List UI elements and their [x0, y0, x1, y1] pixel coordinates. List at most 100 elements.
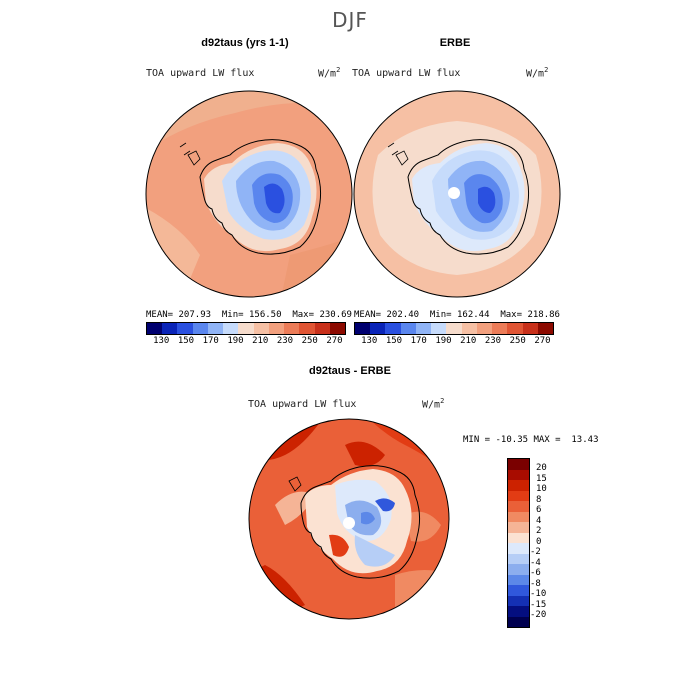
panel3-map-border [248, 418, 450, 620]
panel3-colorbar-swatch [508, 574, 529, 585]
panel1-colorbar-tick: 270 [326, 336, 343, 346]
panel1-colorbar-tick: 150 [177, 336, 195, 346]
panel2-colorbar-swatch [492, 323, 508, 334]
panel3-colorbar-swatch [508, 553, 529, 564]
panel1-map [145, 90, 353, 298]
panel3-stats: MIN = -10.35 MAX = 13.43 [463, 435, 599, 445]
panel2-colorbar [354, 322, 554, 335]
panel2-variable-label: TOA upward LW flux [352, 68, 461, 79]
panel1-colorbar-tick: 250 [301, 336, 318, 346]
panel3-colorbar-swatch [508, 511, 529, 522]
panel3-colorbar-tick: 4 [536, 515, 542, 526]
figure-title: DJF [332, 8, 368, 32]
panel3-colorbar-tick: 0 [536, 536, 542, 547]
panel3-colorbar-tick: 6 [536, 505, 542, 515]
panel3-title: d92taus - ERBE [309, 365, 391, 377]
panel3-colorbar-tick: -8 [530, 578, 541, 589]
panel1-colorbar [146, 322, 346, 335]
panel2-units: W/m2 [526, 66, 549, 80]
panel3-colorbar-swatch [508, 564, 529, 575]
panel3-colorbar-swatch [508, 459, 529, 470]
panel3-variable-label: TOA upward LW flux [248, 399, 357, 410]
panel3-coastline [300, 465, 421, 579]
panel3-colorbar-swatch [508, 490, 529, 501]
panel3-map [248, 418, 450, 620]
panel1-colorbar-ticks: 130 150 170 190 210 230 250 270 [146, 336, 344, 348]
panel3-units: W/m2 [422, 397, 445, 411]
panel3-colorbar-tick: -15 [530, 599, 547, 610]
panel2-colorbar-tick: 210 [460, 336, 477, 346]
panel3-colorbar-swatch [508, 606, 529, 617]
panel2-colorbar-tick: 170 [410, 336, 427, 346]
panel2-colorbar-swatch [400, 323, 416, 334]
panel1-colorbar-swatch [299, 323, 315, 334]
panel3-colorbar-swatch [508, 616, 529, 627]
panel3-colorbar-tick: 2 [536, 526, 542, 536]
panel1-stats: MEAN= 207.93 Min= 156.50 Max= 230.69 [146, 310, 352, 320]
panel2-colorbar-tick: 190 [435, 336, 452, 346]
panel1-colorbar-swatch [192, 323, 208, 334]
panel1-title: d92taus (yrs 1-1) [201, 37, 289, 49]
panel2-map [353, 90, 561, 298]
panel2-colorbar-swatch [476, 323, 493, 334]
panel1-colorbar-swatch [314, 323, 330, 334]
panel2-colorbar-swatch [415, 323, 432, 334]
panel3-colorbar-swatch [508, 522, 529, 533]
panel3-colorbar-swatch [508, 469, 529, 480]
panel3-colorbar [507, 458, 530, 628]
panel2-colorbar-tick: 250 [509, 336, 526, 346]
panel2-missing-data-dot [448, 187, 460, 199]
panel1-colorbar-swatch [147, 323, 163, 334]
panel1-colorbar-swatch [177, 323, 193, 334]
panel1-colorbar-swatch [253, 323, 269, 334]
panel2-stats: MEAN= 202.40 Min= 162.44 Max= 218.86 [354, 310, 560, 320]
panel1-colorbar-swatch [238, 323, 254, 334]
panel2-colorbar-swatch [537, 323, 554, 334]
panel3-colorbar-tick: 20 [536, 463, 547, 473]
panel3-colorbar-tick: -10 [530, 589, 547, 599]
panel3-colorbar-tick: -20 [530, 610, 547, 620]
panel3-colorbar-swatch [508, 532, 529, 543]
panel1-colorbar-swatch [162, 323, 178, 334]
panel1-colorbar-tick: 130 [153, 336, 170, 346]
panel1-colorbar-swatch [207, 323, 224, 334]
panel1-colorbar-tick: 170 [202, 336, 219, 346]
panel2-colorbar-swatch [461, 323, 477, 334]
panel3-missing-data-dot [343, 517, 355, 529]
panel1-variable-label: TOA upward LW flux [146, 68, 255, 79]
panel2-map-border [353, 90, 561, 298]
panel3-colorbar-ticks: 20 15 10 8 6 4 2 0 -2 -4 -6 -8 -10 -15 -20 [530, 458, 576, 628]
panel3-colorbar-swatch [508, 501, 529, 512]
panel1-colorbar-swatch [329, 323, 346, 334]
panel1-units: W/m2 [318, 66, 341, 80]
panel3-colorbar-swatch [508, 585, 529, 596]
panel3-colorbar-tick: 10 [536, 484, 547, 494]
panel2-title: ERBE [439, 37, 471, 49]
panel2-colorbar-swatch [385, 323, 401, 334]
panel2-colorbar-tick: 270 [534, 336, 551, 346]
panel3-colorbar-tick: 8 [536, 494, 542, 505]
panel2-colorbar-swatch [431, 323, 447, 334]
panel2-colorbar-ticks: 130 150 170 190 210 230 250 270 [354, 336, 552, 348]
panel1-colorbar-swatch [223, 323, 239, 334]
panel3-colorbar-swatch [508, 595, 529, 606]
panel3-colorbar-tick: 15 [536, 473, 547, 484]
panel2-colorbar-swatch [355, 323, 371, 334]
panel1-colorbar-swatch [284, 323, 300, 334]
panel2-colorbar-swatch [507, 323, 523, 334]
panel1-colorbar-tick: 230 [276, 336, 294, 346]
panel2-colorbar-swatch [446, 323, 462, 334]
panel3-colorbar-tick: -2 [530, 547, 541, 557]
panel3-colorbar-tick: -4 [530, 557, 541, 568]
panel2-colorbar-tick: 130 [361, 336, 378, 346]
panel3-colorbar-swatch [508, 480, 529, 491]
panel2-colorbar-tick: 150 [385, 336, 403, 346]
panel1-colorbar-swatch [268, 323, 285, 334]
panel3-colorbar-tick: -6 [530, 568, 541, 578]
panel3-colorbar-swatch [508, 543, 529, 554]
panel1-map-border [145, 90, 353, 298]
panel2-colorbar-swatch [370, 323, 386, 334]
panel1-colorbar-tick: 210 [252, 336, 269, 346]
panel2-coastline [407, 139, 530, 255]
panel2-colorbar-swatch [522, 323, 538, 334]
